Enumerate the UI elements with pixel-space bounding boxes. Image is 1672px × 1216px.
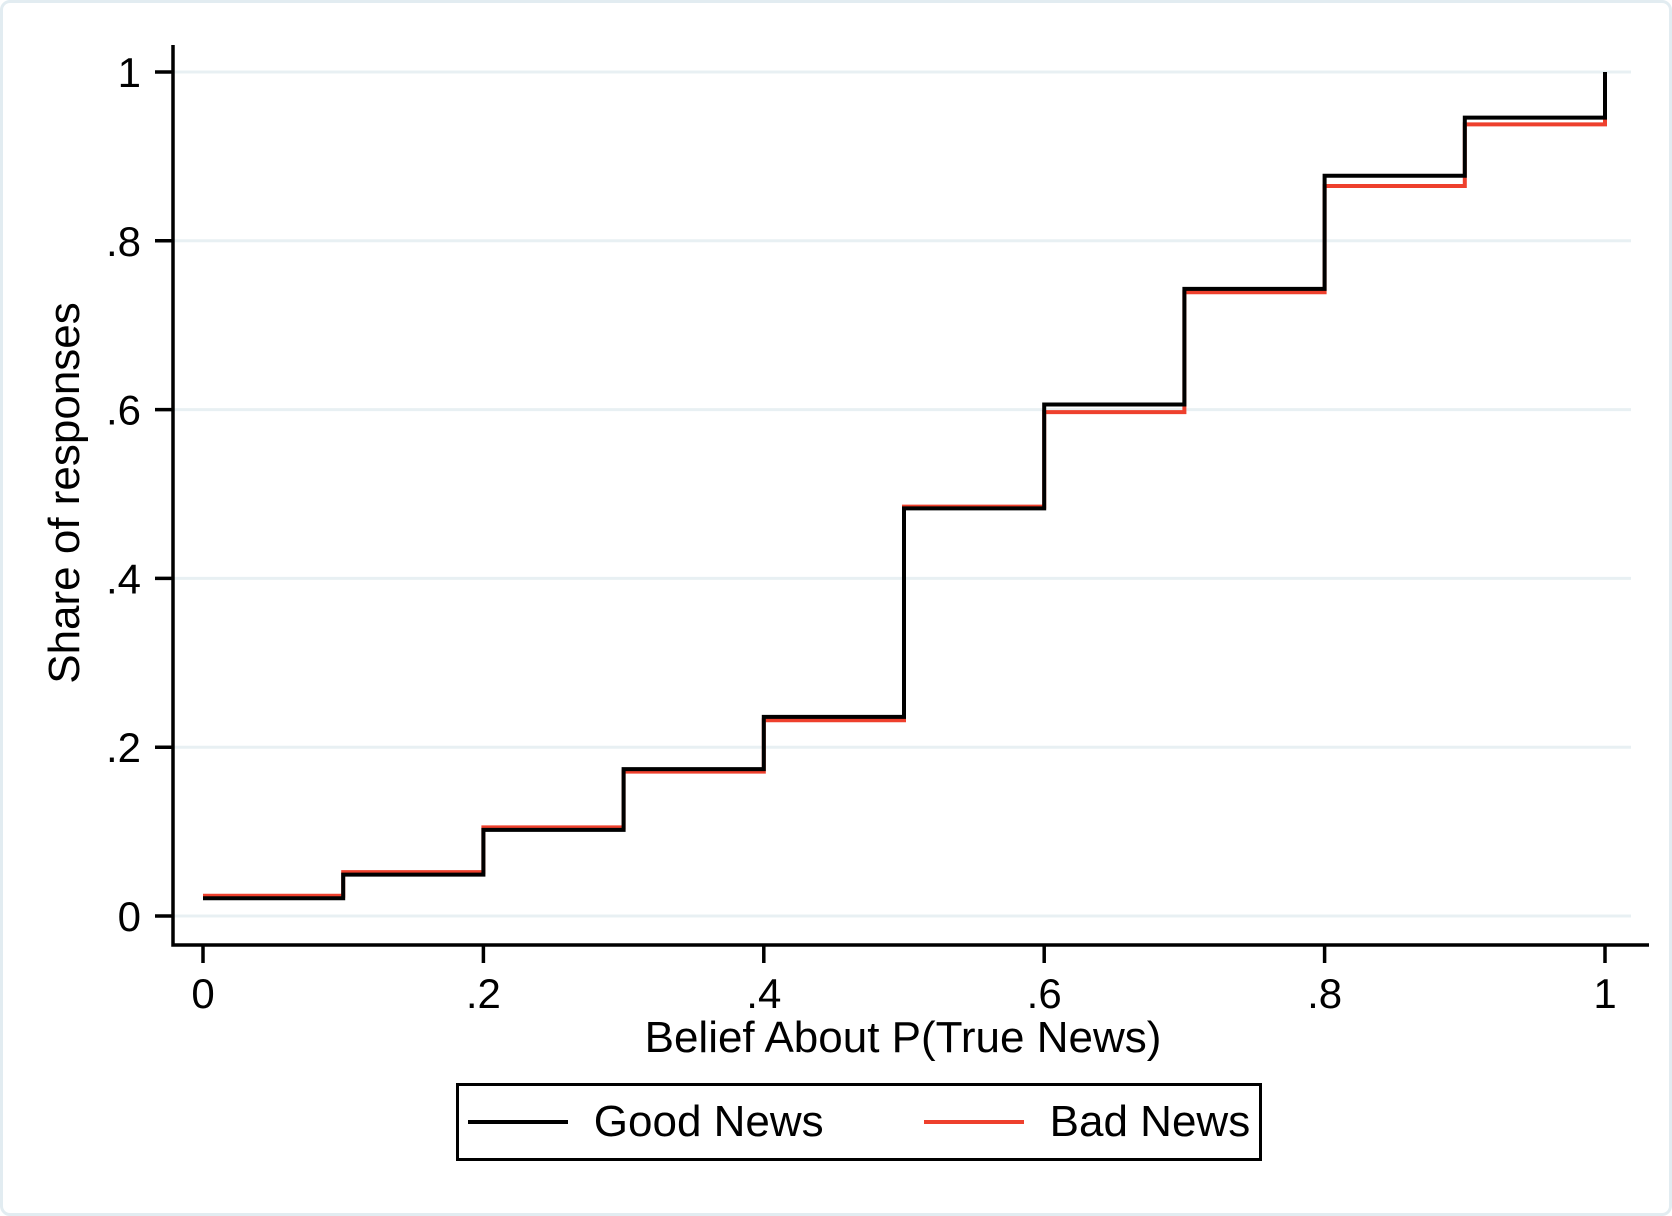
y-tick-label: .6 <box>106 387 141 434</box>
x-axis-title: Belief About P(True News) <box>644 1013 1162 1062</box>
y-tick-label: .2 <box>106 724 141 771</box>
legend-label-bad-news: Bad News <box>1049 1097 1251 1146</box>
x-tick-label: .6 <box>1027 970 1062 1017</box>
y-axis-title: Share of responses <box>40 302 89 684</box>
y-tick-label: .8 <box>106 218 141 265</box>
plot-area: 0 .2 .4 .6 .8 1 0 .2 .4 .6 .8 1 <box>106 45 1649 1017</box>
series-line-bad-news <box>203 72 1607 898</box>
x-tick-label: .2 <box>466 970 501 1017</box>
legend-entry-bad-news: Bad News <box>923 1097 1251 1147</box>
x-tick-label: 0 <box>191 970 214 1017</box>
bad-news-line-swatch <box>923 1120 1024 1124</box>
axis-lines <box>171 45 1649 947</box>
x-tick-label: .8 <box>1307 970 1342 1017</box>
legend: Good News Bad News <box>456 1083 1262 1161</box>
x-tick-label: .4 <box>746 970 781 1017</box>
legend-label-good-news: Good News <box>593 1097 824 1146</box>
y-tick-label: 0 <box>118 893 141 940</box>
legend-entry-good-news: Good News <box>467 1097 824 1147</box>
series-line-good-news <box>203 72 1607 901</box>
y-tick-label: 1 <box>118 49 141 96</box>
x-tick-label: 1 <box>1593 970 1616 1017</box>
good-news-line-swatch <box>467 1120 568 1124</box>
y-tick-label: .4 <box>106 555 141 602</box>
